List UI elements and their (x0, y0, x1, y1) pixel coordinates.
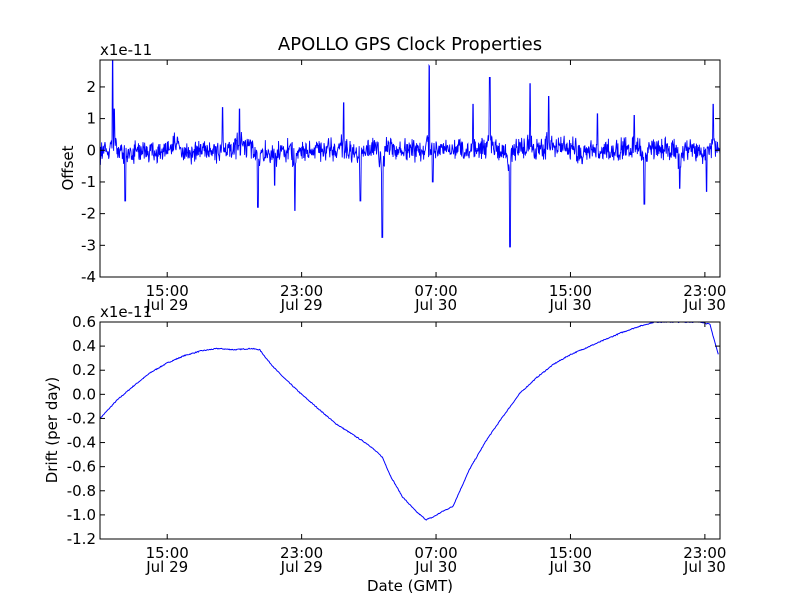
drift-y-axis-label: Drift (per day) (43, 377, 61, 484)
y-tick-label: -2 (81, 205, 96, 223)
y-tick-label: 0.2 (72, 361, 96, 379)
drift-panel: 0.6 0.4 0.2 0.0 -0.2 -0.4 -0.6 -0.8 -1.0 -1.2 15:0… (43, 303, 726, 576)
y-tick-label: -0.6 (67, 458, 96, 476)
x-tick-date-label: Jul 30 (683, 296, 726, 314)
x-tick-time-label: 23:00 (683, 282, 726, 300)
x-tick-date-label: Jul 29 (280, 558, 323, 576)
x-tick-date-label: Jul 30 (548, 296, 591, 314)
x-tick-date-label: Jul 30 (414, 558, 457, 576)
offset-series-line (100, 60, 720, 248)
y-tick-label: -0.2 (67, 409, 96, 427)
drift-scale-label: x1e-11 (100, 303, 152, 321)
x-tick-time-label: 15:00 (549, 282, 592, 300)
x-tick-time-label: 23:00 (280, 544, 323, 562)
x-tick-date-label: Jul 30 (683, 558, 726, 576)
x-tick-time-label: 15:00 (146, 544, 189, 562)
y-tick-label: -0.4 (67, 434, 96, 452)
x-tick-date-label: Jul 29 (280, 296, 323, 314)
y-tick-label: 0.6 (72, 313, 96, 331)
offset-scale-label: x1e-11 (100, 41, 152, 59)
y-tick-label: 0.4 (72, 337, 96, 355)
x-tick-time-label: 15:00 (146, 282, 189, 300)
x-tick-time-label: 07:00 (414, 544, 457, 562)
x-tick-time-label: 23:00 (280, 282, 323, 300)
x-tick-time-label: 15:00 (549, 544, 592, 562)
y-tick-label: -4 (81, 268, 96, 286)
figure-title: APOLLO GPS Clock Properties (278, 34, 542, 55)
drift-axes-frame (99, 321, 721, 540)
x-tick-date-label: Jul 30 (548, 558, 591, 576)
x-tick-time-label: 23:00 (683, 544, 726, 562)
x-axis-label: Date (GMT) (367, 577, 453, 595)
y-tick-label: 0.0 (72, 385, 96, 403)
x-tick-date-label: Jul 29 (145, 558, 188, 576)
y-tick-label: 0 (86, 141, 96, 159)
y-tick-label: 1 (86, 110, 96, 128)
x-tick-time-label: 07:00 (414, 282, 457, 300)
y-tick-label: -1 (81, 173, 96, 191)
y-tick-label: -1.2 (67, 530, 96, 548)
offset-axes-frame (99, 59, 721, 278)
y-tick-label: -1.0 (67, 506, 96, 524)
x-tick-date-label: Jul 29 (145, 296, 188, 314)
y-tick-label: -0.8 (67, 482, 96, 500)
drift-series-line (100, 322, 719, 521)
drift-axis-ticks: 0.6 0.4 0.2 0.0 -0.2 -0.4 -0.6 -0.8 -1.0 -1.2 15:0… (67, 313, 727, 576)
x-tick-date-label: Jul 30 (414, 296, 457, 314)
offset-y-axis-label: Offset (59, 145, 77, 190)
y-tick-label: 2 (86, 78, 96, 96)
y-tick-label: -3 (81, 236, 96, 254)
